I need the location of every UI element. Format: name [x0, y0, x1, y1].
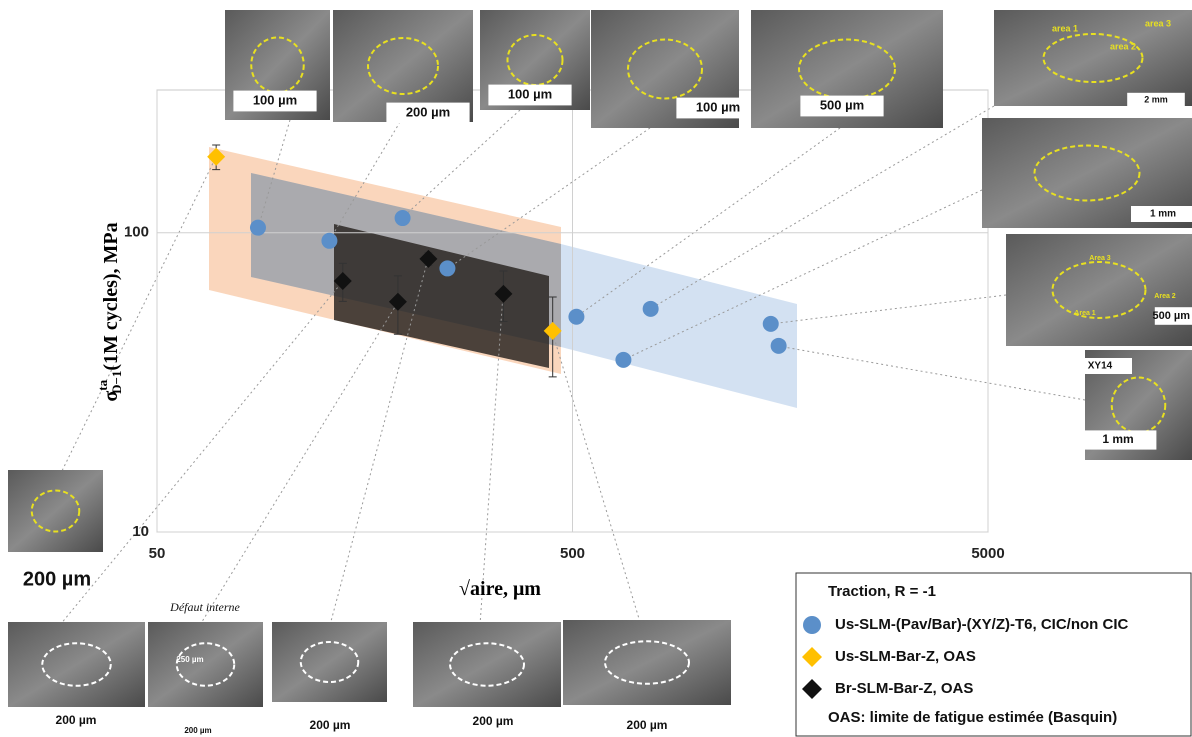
- sem-image: [563, 620, 731, 705]
- legend-marker: [803, 616, 821, 634]
- axis-title-y: σtaD−1(1M cycles), MPa: [95, 222, 124, 401]
- sem-image: [8, 470, 103, 552]
- sem-image: [148, 622, 263, 707]
- scale-label: 200 µm: [406, 104, 450, 119]
- scale-label: area 2: [1110, 41, 1136, 51]
- x-tick-label: 5000: [971, 545, 1004, 562]
- y-tick-label: 100: [124, 224, 149, 241]
- defect-outline: [367, 37, 439, 95]
- svg-text:σtaD−1(1M cycles), MPa: σtaD−1(1M cycles), MPa: [95, 222, 124, 401]
- scale-label: Area 2: [1154, 293, 1176, 300]
- point: [770, 337, 787, 354]
- scale-box: [488, 84, 572, 106]
- scale-label: 250 µm: [176, 655, 203, 664]
- scale-label: 200 µm: [310, 718, 351, 732]
- legend-label: Us-SLM-(Pav/Bar)-(XY/Z)-T6, CIC/non CIC: [835, 616, 1129, 633]
- sem-image: [272, 622, 387, 702]
- scale-box: [386, 102, 470, 124]
- point: [543, 321, 562, 340]
- scale-box: [1154, 307, 1192, 325]
- defect-outline: [299, 641, 360, 683]
- x-label-root: √: [459, 578, 470, 600]
- scale-label: Area 1: [1074, 310, 1096, 317]
- scale-label: 500 µm: [820, 97, 864, 112]
- legend-label: Br-SLM-Bar-Z, OAS: [835, 680, 973, 697]
- scale-label: 100 µm: [508, 86, 552, 101]
- defect-outline: [627, 38, 703, 100]
- y-label-sup: ta: [95, 379, 110, 390]
- point: [321, 232, 338, 249]
- defect-outline: [798, 38, 896, 100]
- band-dark: [334, 224, 549, 368]
- y-label-symbol: σ: [100, 391, 122, 402]
- scale-label: area 1: [1052, 23, 1078, 33]
- point: [419, 249, 438, 268]
- scale-label: 200 µm: [627, 718, 668, 732]
- leader-lines: [59, 105, 1086, 626]
- defect-outline: [41, 642, 112, 687]
- legend-marker: [802, 647, 822, 667]
- scale-box: [800, 95, 884, 117]
- x-tick-label: 500: [560, 545, 585, 562]
- scale-label: 200 µm: [184, 726, 211, 735]
- sem-image: [994, 10, 1192, 106]
- svg-text:√aire, μm: √aire, μm: [459, 578, 541, 600]
- scale-label: 200 µm: [23, 568, 91, 590]
- sem-image: [8, 622, 145, 707]
- point: [615, 351, 632, 368]
- legend-note: OAS: limite de fatigue estimée (Basquin): [828, 709, 1117, 726]
- point: [642, 300, 659, 317]
- scale-label: area 3: [1145, 18, 1171, 28]
- legend-marker: [802, 679, 822, 699]
- scale-box: [233, 90, 317, 112]
- legend-box: [795, 572, 1192, 737]
- point: [207, 147, 226, 166]
- scale-label: Area 3: [1089, 255, 1111, 262]
- defect-outline: [1033, 144, 1141, 202]
- scale-label: 1 mm: [1150, 209, 1176, 220]
- scale-label: 100 µm: [253, 92, 297, 107]
- scale-box: [1068, 358, 1132, 374]
- point: [762, 315, 779, 332]
- defect-outline: [604, 640, 690, 685]
- sem-image: [413, 622, 561, 707]
- scale-label: Défaut interne: [169, 600, 240, 614]
- defect-outline: [30, 489, 81, 533]
- scale-label: XY14: [1088, 361, 1113, 372]
- scale-label: 2 mm: [1144, 94, 1168, 104]
- defect-outline: [175, 642, 236, 687]
- scale-label: 100 µm: [696, 99, 740, 114]
- scale-box: [1131, 206, 1192, 222]
- y-label-text: (1M cycles), MPa: [100, 222, 122, 370]
- point: [388, 292, 407, 311]
- scale-box: [676, 97, 760, 119]
- point: [394, 210, 411, 227]
- scale-label: 200 µm: [56, 713, 97, 727]
- legend-label: Us-SLM-Bar-Z, OAS: [835, 648, 976, 665]
- point: [494, 284, 513, 303]
- point: [333, 271, 352, 290]
- point: [568, 308, 585, 325]
- scale-label: 1 mm: [1102, 432, 1133, 446]
- point: [439, 260, 456, 277]
- scale-box: [1127, 92, 1185, 108]
- legend-title: Traction, R = -1: [828, 583, 936, 600]
- y-tick-label: 10: [132, 523, 149, 540]
- defect-outline: [1042, 33, 1144, 83]
- sem-image: [1006, 234, 1192, 346]
- scale-box: [1079, 430, 1157, 450]
- x-label: aire, μm: [470, 578, 541, 600]
- scale-label: 200 µm: [473, 714, 514, 728]
- x-tick-label: 50: [149, 545, 166, 562]
- point: [249, 219, 266, 236]
- defect-outline: [1051, 261, 1147, 319]
- y-label-sub: D−1: [109, 371, 124, 394]
- scale-label: 500 µm: [1152, 310, 1190, 322]
- axis-title-x: √aire, μm: [459, 578, 541, 600]
- defect-outline: [449, 642, 525, 687]
